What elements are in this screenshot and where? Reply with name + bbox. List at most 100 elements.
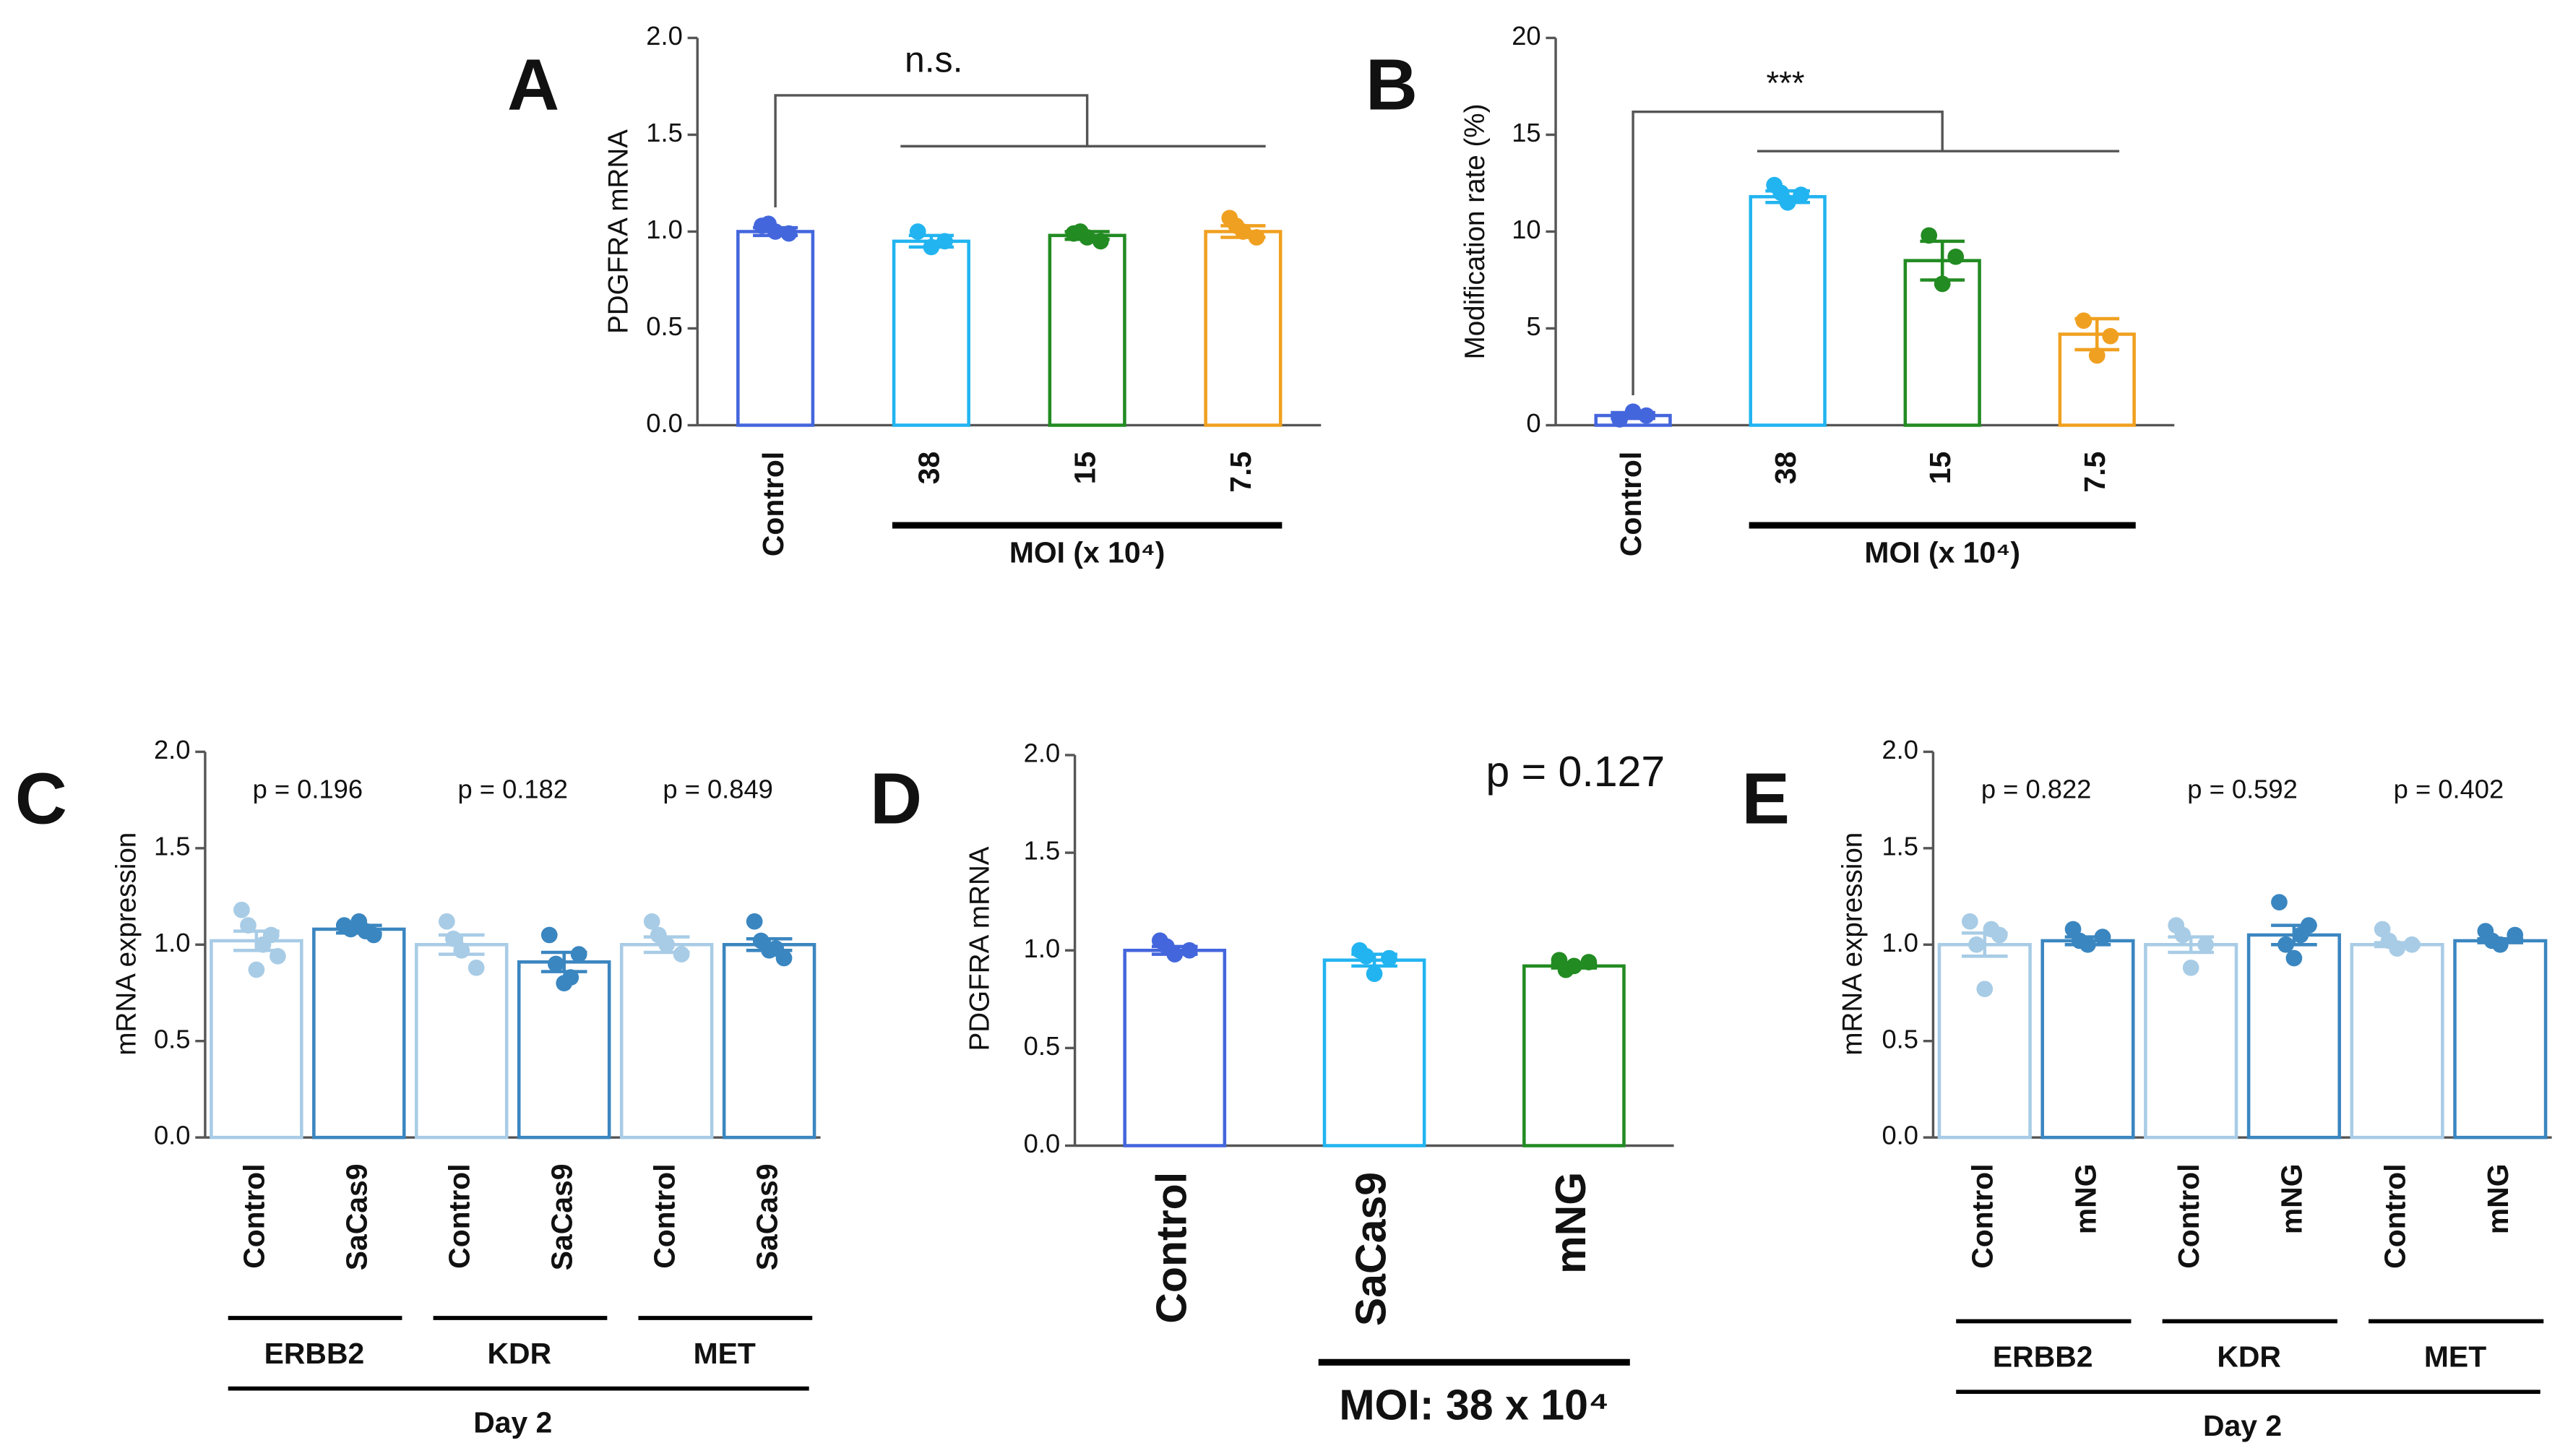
- x-tick-label: 7.5: [1224, 452, 1257, 493]
- data-point: [562, 969, 579, 986]
- data-point: [1580, 954, 1598, 970]
- x-tick-label: 38: [1769, 452, 1802, 484]
- data-point: [2088, 347, 2106, 364]
- data-point: [752, 932, 770, 949]
- y-tick-label: 2.0: [1024, 738, 1061, 768]
- y-tick-label: 1.0: [154, 928, 191, 957]
- annotation: p = 0.127: [1486, 748, 1665, 796]
- y-axis-label: PDGFRA mRNA: [964, 846, 995, 1051]
- data-point: [270, 947, 286, 965]
- bar: [312, 927, 406, 1140]
- data-point: [2277, 936, 2294, 953]
- data-point: [1947, 248, 1965, 265]
- x-tick-label: SaCas9: [750, 1163, 783, 1270]
- x-tick-label: mNG: [1547, 1172, 1595, 1274]
- y-tick-label: 0: [1526, 408, 1540, 438]
- bracket: [774, 94, 1266, 208]
- group-label: KDR: [2217, 1340, 2281, 1374]
- group-label: MET: [2424, 1340, 2486, 1374]
- data-point: [2507, 926, 2524, 944]
- data-point: [767, 940, 785, 957]
- data-point: [540, 926, 558, 944]
- data-point: [570, 946, 587, 962]
- data-point: [650, 926, 667, 944]
- data-point: [1961, 913, 1978, 930]
- x-tick-label: mNG: [2481, 1163, 2514, 1234]
- y-tick-label: 1.5: [646, 118, 683, 147]
- bar: [415, 943, 509, 1140]
- data-point: [1968, 936, 1985, 953]
- y-tick-label: 0.0: [1882, 1121, 1918, 1150]
- data-point: [2174, 926, 2191, 944]
- data-point: [547, 955, 564, 973]
- y-tick-label: 1.0: [1024, 934, 1061, 963]
- y-axis-label: PDGFRA mRNA: [603, 129, 634, 334]
- data-point: [438, 913, 455, 930]
- data-point: [909, 223, 926, 240]
- data-point: [233, 901, 250, 918]
- bar: [619, 943, 714, 1140]
- data-point: [746, 913, 763, 930]
- x-tick-label: Control: [1614, 452, 1647, 556]
- p-value: p = 0.402: [2394, 775, 2504, 804]
- data-point: [780, 225, 798, 242]
- annotation: n.s.: [905, 40, 963, 80]
- bar: [2453, 939, 2548, 1140]
- group-label: ERBB2: [264, 1337, 365, 1370]
- bar: [2350, 943, 2444, 1140]
- x-tick-label: 7.5: [2078, 452, 2111, 493]
- bar: [1322, 958, 1426, 1147]
- data-point: [1381, 949, 1397, 967]
- x-tick-label: 15: [1068, 452, 1101, 484]
- bar: [1749, 194, 1827, 427]
- data-point: [357, 923, 374, 939]
- y-tick-label: 0.5: [1882, 1024, 1918, 1054]
- data-point: [467, 959, 485, 976]
- bar: [1937, 943, 2032, 1140]
- p-value: p = 0.592: [2187, 775, 2298, 804]
- y-tick-label: 2.0: [1882, 735, 1918, 764]
- y-tick-label: 1.5: [1882, 831, 1918, 861]
- data-point: [445, 930, 462, 947]
- panel-letter: A: [507, 46, 559, 126]
- x-tick-label: Control: [647, 1163, 681, 1268]
- y-axis-label: mRNA expression: [1837, 832, 1869, 1056]
- y-tick-label: 2.0: [646, 21, 683, 51]
- data-point: [673, 946, 690, 962]
- bar: [736, 230, 815, 427]
- y-tick-label: 5: [1526, 311, 1540, 341]
- outer-label: Day 2: [2203, 1409, 2282, 1442]
- y-tick-label: 1.0: [646, 215, 683, 244]
- y-tick-label: 0.5: [1024, 1031, 1061, 1061]
- y-tick-label: 2.0: [154, 735, 191, 764]
- y-tick-label: 1.5: [154, 831, 191, 861]
- x-tick-label: Control: [2172, 1163, 2205, 1268]
- panel-letter: E: [1741, 759, 1790, 839]
- x-tick-label: 38: [913, 452, 946, 484]
- data-point: [248, 961, 265, 978]
- x-tick-label: Control: [1966, 1163, 1999, 1268]
- data-point: [2197, 936, 2214, 953]
- y-tick-label: 0.5: [646, 311, 683, 341]
- data-point: [2075, 312, 2093, 329]
- x-tick-label: mNG: [2069, 1163, 2102, 1234]
- data-point: [643, 913, 660, 930]
- data-point: [2403, 936, 2421, 953]
- x-tick-label: Control: [757, 452, 790, 556]
- x-tick-label: Control: [238, 1163, 271, 1268]
- data-point: [1983, 921, 2000, 938]
- x-tick-label: SaCas9: [1348, 1172, 1395, 1326]
- data-point: [1092, 233, 1109, 250]
- panel-letter: B: [1366, 46, 1418, 126]
- y-tick-label: 0.0: [646, 408, 683, 438]
- group-label: KDR: [488, 1337, 552, 1370]
- data-point: [254, 936, 272, 953]
- data-point: [2285, 949, 2303, 967]
- p-value: p = 0.822: [1981, 775, 2092, 804]
- p-value: p = 0.196: [253, 775, 363, 804]
- data-point: [453, 942, 470, 959]
- x-tick-label: Control: [443, 1163, 476, 1268]
- data-point: [2292, 926, 2309, 944]
- data-point: [1934, 275, 1951, 293]
